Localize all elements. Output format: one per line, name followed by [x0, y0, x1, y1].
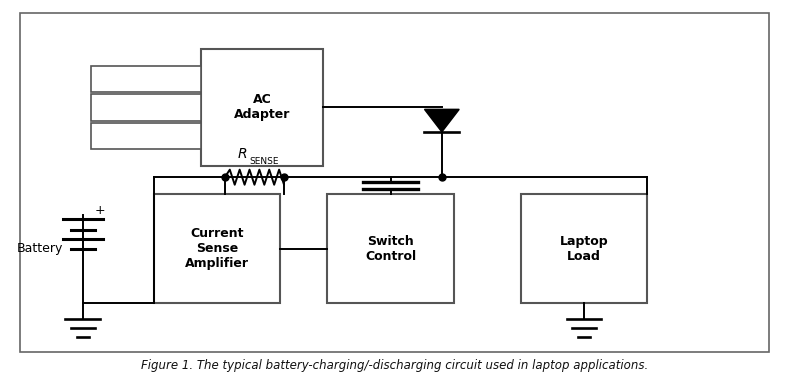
Text: Switch
Control: Switch Control	[365, 235, 416, 263]
Bar	[154, 194, 280, 303]
Text: Figure 1. The typical battery-charging/-discharging circuit used in laptop appli: Figure 1. The typical battery-charging/-…	[141, 359, 648, 372]
Bar	[521, 194, 647, 303]
Text: Current
Sense
Amplifier: Current Sense Amplifier	[185, 227, 249, 270]
Bar	[91, 66, 201, 92]
Bar	[327, 194, 454, 303]
Bar	[91, 94, 201, 121]
Text: Battery: Battery	[17, 242, 63, 255]
Text: AC
Adapter: AC Adapter	[234, 93, 290, 121]
Text: SENSE: SENSE	[249, 157, 279, 166]
Text: +: +	[95, 204, 106, 217]
Bar	[201, 49, 323, 166]
Bar	[91, 123, 201, 149]
Text: $R$: $R$	[237, 147, 247, 161]
Polygon shape	[424, 109, 459, 132]
Text: Laptop
Load: Laptop Load	[559, 235, 608, 263]
